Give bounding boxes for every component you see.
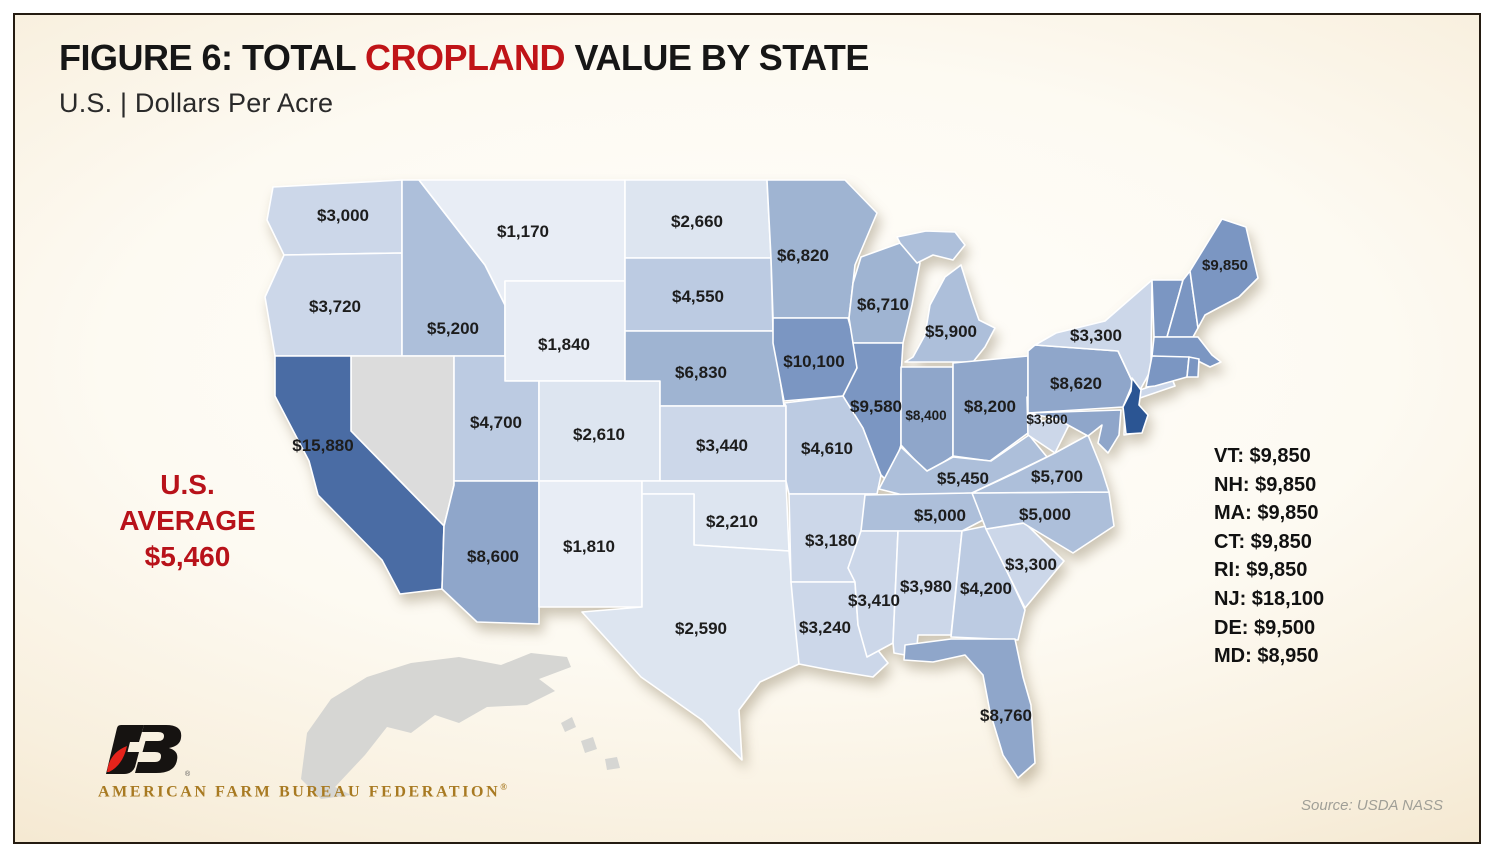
state-value-label: $4,610 (801, 439, 853, 458)
state-value-label: $9,580 (850, 397, 902, 416)
afbf-wordmark: AMERICAN FARM BUREAU FEDERATION® (98, 782, 568, 801)
state-value-label: $3,440 (696, 436, 748, 455)
state-value-label: $2,660 (671, 212, 723, 231)
state-value-label: $3,300 (1005, 555, 1057, 574)
state-value-label: $5,700 (1031, 467, 1083, 486)
callout-item: NH: $9,850 (1214, 473, 1317, 496)
us-choropleth-map: $3,000 $3,720 $5,200 $1,170 $1,840 $15,8… (264, 179, 1259, 799)
callout-item: CT: $9,850 (1214, 530, 1312, 553)
state-nh (1166, 270, 1199, 338)
afbf-org-name: AMERICAN FARM BUREAU FEDERATION (98, 783, 501, 801)
state-oh (952, 355, 1029, 462)
state-md (1027, 409, 1122, 454)
state-value-label: $6,710 (857, 295, 909, 314)
callout-item: MA: $9,850 (1214, 502, 1319, 525)
source-credit: Source: USDA NASS (1301, 797, 1443, 814)
afbf-logo: ® AMERICAN FARM BUREAU FEDERATION® (98, 722, 568, 801)
state-value-label: $5,000 (914, 506, 966, 525)
callout-item: RI: $9,850 (1214, 559, 1308, 582)
state-tx (581, 493, 800, 761)
state-value-label: $8,200 (964, 397, 1016, 416)
state-me (1189, 218, 1259, 329)
state-shapes (264, 179, 1259, 779)
state-value-label: $3,980 (900, 577, 952, 596)
state-ri (1186, 356, 1200, 378)
state-value-label: $3,410 (848, 591, 900, 610)
callout-item: DE: $9,500 (1214, 616, 1316, 639)
state-value-label: $1,840 (538, 335, 590, 354)
state-value-label: $8,760 (980, 706, 1032, 725)
us-average-value: $5,460 (144, 541, 231, 572)
northeast-state-list: VT: $9,850 NH: $9,850 MA: $9,850 CT: $9,850… (1214, 442, 1324, 671)
state-value-label: $8,400 (905, 408, 946, 423)
state-value-label: $9,850 (1202, 257, 1248, 274)
state-value-label: $3,180 (805, 531, 857, 550)
callout-item: MD: $8,950 (1214, 645, 1319, 668)
state-value-label: $8,600 (467, 547, 519, 566)
figure-subtitle: U.S. | Dollars Per Acre (59, 88, 334, 118)
hawaii-island-2 (581, 737, 597, 753)
state-value-label: $15,880 (292, 436, 353, 455)
state-value-label: $3,000 (317, 206, 369, 225)
state-ca (274, 355, 445, 595)
afbf-fb-monogram-icon: ® (106, 725, 191, 778)
background-land (301, 653, 620, 799)
state-value-label: $6,830 (675, 363, 727, 382)
state-value-label: $3,800 (1026, 412, 1067, 427)
hawaii-island-3 (605, 757, 620, 770)
state-value-label: $6,820 (777, 246, 829, 265)
alaska-silhouette (301, 653, 571, 799)
title-prefix: FIGURE 6: TOTAL (59, 37, 366, 78)
state-nj (1122, 377, 1149, 435)
title-suffix: VALUE BY STATE (565, 37, 870, 78)
state-value-label: $5,450 (937, 469, 989, 488)
state-value-label: $2,610 (573, 425, 625, 444)
state-value-label: $8,620 (1050, 374, 1102, 393)
state-value-label: $5,900 (925, 322, 977, 341)
us-average-line1: U.S. (160, 469, 215, 500)
state-value-label: $5,200 (427, 319, 479, 338)
state-value-label: $4,200 (960, 579, 1012, 598)
state-value-labels: $3,000 $3,720 $5,200 $1,170 $1,840 $15,8… (292, 206, 1248, 725)
state-fl (903, 638, 1036, 779)
state-value-label: $2,590 (675, 619, 727, 638)
hawaii-island-1 (561, 717, 576, 732)
state-value-label: $3,240 (799, 618, 851, 637)
state-value-label: $1,170 (497, 222, 549, 241)
state-value-label: $10,100 (783, 352, 844, 371)
state-value-label: $2,210 (706, 512, 758, 531)
state-value-label: $1,810 (563, 537, 615, 556)
callout-item: NJ: $18,100 (1214, 587, 1325, 610)
afbf-reg-mark: ® (500, 782, 507, 792)
state-mi (904, 264, 996, 363)
title-block: FIGURE 6: TOTAL CROPLAND VALUE BY STATE … (59, 37, 869, 119)
state-value-label: $3,720 (309, 297, 361, 316)
title-highlight: CROPLAND (365, 37, 566, 78)
state-ga (950, 525, 1026, 641)
state-value-label: $4,550 (672, 287, 724, 306)
state-value-label: $4,700 (470, 413, 522, 432)
callout-item: VT: $9,850 (1214, 445, 1311, 467)
state-ct (1145, 355, 1190, 388)
us-average-callout: U.S. AVERAGE $5,460 (100, 467, 275, 575)
us-average-line2: AVERAGE (119, 505, 256, 536)
figure-canvas: FIGURE 6: TOTAL CROPLAND VALUE BY STATE … (13, 13, 1481, 844)
state-value-label: $5,000 (1019, 505, 1071, 524)
state-mi-upper (896, 230, 966, 264)
figure-title: FIGURE 6: TOTAL CROPLAND VALUE BY STATE (59, 37, 869, 79)
state-wy (504, 280, 626, 382)
svg-text:®: ® (185, 770, 191, 778)
state-wi (848, 242, 921, 344)
state-value-label: $3,300 (1070, 326, 1122, 345)
